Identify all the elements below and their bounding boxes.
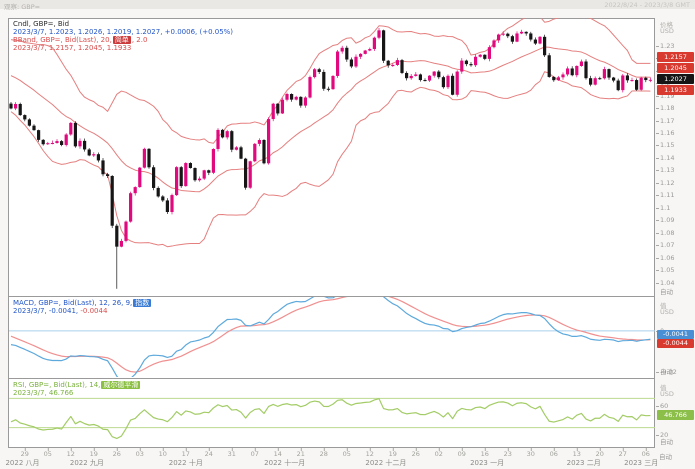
price-axis-tick: 1.09 [660, 216, 675, 225]
price-axis-badge: 1.2027 [657, 74, 694, 84]
macd-signal-value: -0.0044 [80, 307, 108, 315]
bollinger-series-label[interactable]: BBand, GBP=, Bid(Last), 20, 简单, 2.0 [13, 36, 233, 44]
macd-rsi-divider[interactable] [8, 378, 655, 379]
price-axis-tick: 1.14 [660, 153, 675, 162]
time-axis-day-tick: 19 [388, 450, 397, 458]
time-axis-day-tick: 29 [20, 450, 29, 458]
price-axis-tick: 1.07 [660, 241, 675, 250]
time-axis-day-tick: 05 [342, 450, 351, 458]
time-axis-day-tick: 14 [273, 450, 282, 458]
macd-axis-auto-button[interactable]: 自动 [660, 368, 673, 376]
price-axis-tick: 1.16 [660, 129, 675, 137]
macd-axis-badge: -0.0041 [657, 330, 694, 339]
bollinger-series-suffix: , 2.0 [131, 36, 148, 44]
rsi-axis-tick: 20 [660, 431, 669, 439]
price-axis-tick: 1.04 [660, 278, 675, 287]
price-axis-title: 价格 [660, 21, 673, 29]
rsi-axis-auto-button[interactable]: 自动 [660, 438, 673, 446]
time-axis-auto-button[interactable]: 自动 [659, 453, 672, 461]
time-axis-day-tick: 28 [319, 450, 328, 458]
time-axis-day-tick: 23 [503, 450, 512, 458]
price-legend[interactable]: Cndl, GBP=, Bid 2023/3/7, 1.2023, 1.2026… [13, 20, 233, 52]
rsi-series-prefix: RSI, GBP=, Bid(Last), 14, [13, 381, 101, 389]
price-axis-tick: 1.06 [660, 253, 675, 262]
macd-axis-unit: USD [660, 308, 674, 316]
price-axis-tick: 1.11 [660, 191, 675, 200]
macd-axis-title: 值 [660, 302, 667, 310]
time-axis-month-label: 2022 十月 [168, 459, 203, 467]
time-axis-day-tick: 10 [158, 450, 167, 458]
price-axis-tick: 1.19 [660, 91, 675, 100]
price-macd-divider[interactable] [8, 296, 655, 297]
time-axis-day-tick: 06 [549, 450, 558, 458]
rsi-method-chip[interactable]: 威尔德平滑 [101, 381, 141, 389]
time-axis-day-tick: 07 [250, 450, 259, 458]
rsi-legend[interactable]: RSI, GBP=, Bid(Last), 14, 威尔德平滑 2023/3/7,… [13, 381, 141, 397]
rsi-axis-tick: 60 [660, 401, 669, 410]
time-axis-month-label: 2022 十二月 [365, 459, 407, 467]
candle-ohlc-values[interactable]: 2023/3/7, 1.2023, 1.2026, 1.2019, 1.2027… [13, 28, 234, 36]
price-axis-tick: 1.18 [660, 104, 675, 113]
macd-axis-tick: -0.02 [660, 367, 677, 376]
rsi-axis-title: 值 [660, 384, 667, 392]
time-axis-day-tick: 20 [595, 450, 604, 458]
macd-values[interactable]: 2023/3/7, -0.0041, -0.0044 [13, 307, 152, 315]
price-axis-auto-button[interactable]: 自动 [660, 288, 673, 296]
time-axis-day-tick: 13 [572, 450, 581, 458]
macd-axis-badge: -0.0044 [657, 339, 694, 348]
rsi-value[interactable]: 2023/3/7, 46.766 [13, 389, 74, 397]
time-axis-month-label: 2022 八月 [5, 459, 40, 467]
time-axis-day-tick: 17 [181, 450, 190, 458]
price-axis-tick: 1.12 [660, 178, 675, 187]
bollinger-values[interactable]: 2023/3/7, 1.2157, 1.2045, 1.1933 [13, 44, 132, 52]
bollinger-method-chip[interactable]: 简单 [112, 36, 131, 44]
time-axis-month-label: 2023 二月 [566, 459, 601, 467]
macd-method-chip[interactable]: 指数 [133, 299, 152, 307]
price-axis-badge: 1.2045 [657, 63, 694, 73]
time-axis-day-tick: 19 [89, 450, 98, 458]
time-axis-day-tick: 30 [526, 450, 535, 458]
price-axis-unit: USD [660, 27, 674, 35]
time-axis-day-tick: 26 [112, 450, 121, 458]
time-axis-day-tick: 03 [135, 450, 144, 458]
time-axis-day-tick: 12 [365, 450, 374, 458]
bollinger-series-prefix: BBand, GBP=, Bid(Last), 20, [13, 36, 112, 44]
price-axis-badge: 1.1933 [657, 85, 694, 95]
time-axis-day-tick: 16 [480, 450, 489, 458]
price-axis-badge: 1.2157 [657, 52, 694, 62]
time-axis-month-label: 2022 九月 [69, 459, 104, 467]
macd-series-label[interactable]: MACD, GBP=, Bid(Last), 12, 26, 9, 指数 [13, 299, 152, 307]
price-axis-tick: 1.05 [660, 266, 675, 275]
time-axis-day-tick: 27 [618, 450, 627, 458]
time-axis-day-tick: 06 [641, 450, 650, 458]
price-axis-tick: 1.13 [660, 166, 675, 175]
time-axis-month-label: 2023 三月 [624, 459, 659, 467]
time-axis-day-tick: 21 [296, 450, 305, 458]
rsi-axis-badge: 46.766 [657, 410, 694, 420]
time-axis-day-tick: 02 [434, 450, 443, 458]
time-axis-day-tick: 31 [227, 450, 236, 458]
price-axis-tick: 1.23 [660, 41, 675, 50]
candle-series-label[interactable]: Cndl, GBP=, Bid [13, 20, 70, 28]
price-axis-tick: 1.1 [660, 203, 671, 212]
time-axis-day-tick: 26 [411, 450, 420, 458]
macd-series-prefix: MACD, GBP=, Bid(Last), 12, 26, 9, [13, 299, 133, 307]
price-axis-tick: 1.15 [660, 141, 675, 150]
time-axis-day-tick: 24 [204, 450, 213, 458]
macd-value: 2023/3/7, -0.0041, [13, 307, 79, 315]
rsi-series-label[interactable]: RSI, GBP=, Bid(Last), 14, 威尔德平滑 [13, 381, 141, 389]
price-axis-tick: 1.17 [660, 116, 675, 125]
time-axis-month-label: 2023 一月 [470, 459, 505, 467]
rsi-axis-unit: USD [660, 390, 674, 398]
time-axis-day-tick: 05 [43, 450, 52, 458]
price-axis-tick: 1.08 [660, 228, 675, 237]
time-axis-month-label: 2022 十一月 [264, 459, 306, 467]
time-axis-day-tick: 12 [66, 450, 75, 458]
macd-legend[interactable]: MACD, GBP=, Bid(Last), 12, 26, 9, 指数 2023… [13, 299, 152, 315]
time-axis-day-tick: 09 [457, 450, 466, 458]
